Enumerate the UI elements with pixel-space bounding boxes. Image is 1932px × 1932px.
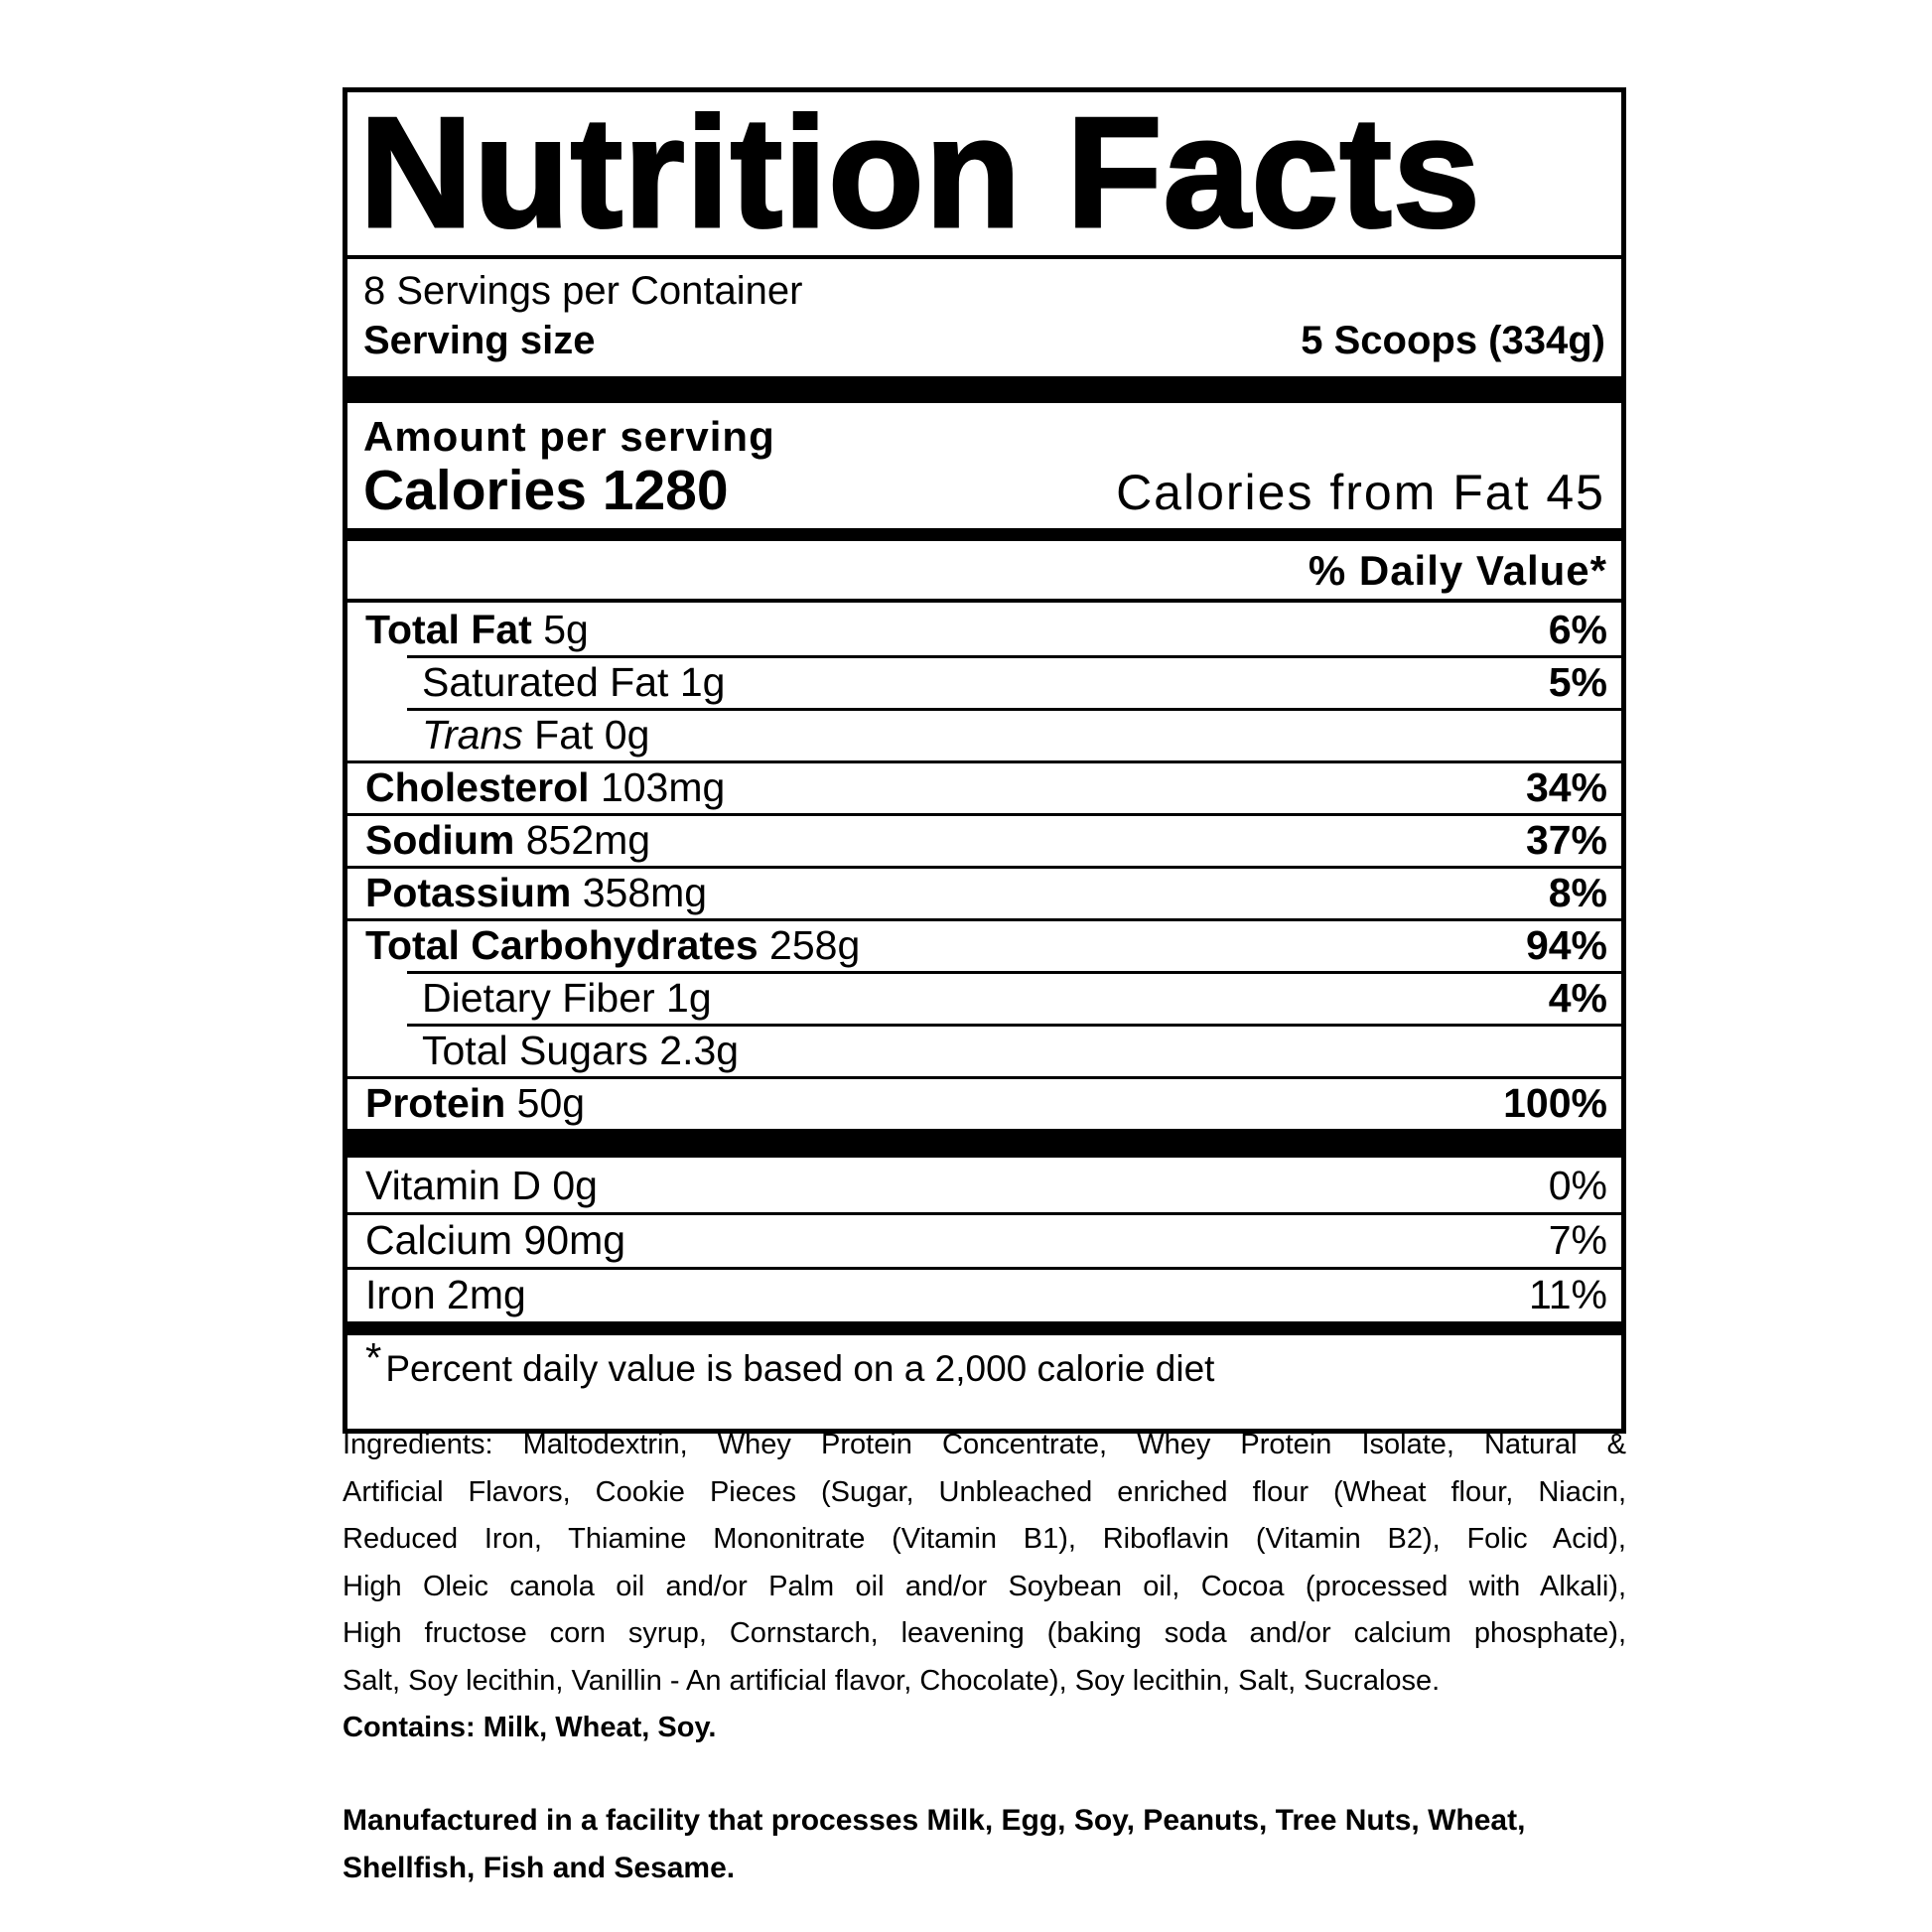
calories-section: Amount per serving Calories 1280 Calorie… xyxy=(347,403,1621,528)
allergen-line: Manufactured in a facility that processe… xyxy=(343,1803,1526,1837)
row-calcium: Calcium 90mg 7% xyxy=(347,1212,1621,1267)
serving-size-row: Serving size 5 Scoops (334g) xyxy=(363,315,1605,366)
row-total-fat: Total Fat 5g 6% xyxy=(365,606,1607,652)
serving-size-label: Serving size xyxy=(363,319,596,362)
servings-per-container: 8 Servings per Container xyxy=(363,269,803,313)
nutrition-facts-title: Nutrition Facts xyxy=(358,85,1482,260)
contains-statement: Contains: Milk, Wheat, Soy. xyxy=(343,1712,717,1743)
row-potassium: Potassium 358mg 8% xyxy=(347,866,1621,918)
row-dietary-fiber: Dietary Fiber 1g 4% xyxy=(347,971,1621,1024)
ingredients-section: Ingredients: Maltodextrin, Whey Protein … xyxy=(343,1422,1626,1892)
dv-sodium: 37% xyxy=(1525,816,1607,863)
row-cholesterol: Cholesterol 103mg 34% xyxy=(347,760,1621,813)
dv-cholesterol: 34% xyxy=(1525,763,1607,810)
footnote-text: Percent daily value is based on a 2,000 … xyxy=(385,1348,1215,1389)
thick-divider-bar xyxy=(347,1129,1621,1158)
ingredient-line: Artificial Flavors, Cookie Pieces (Sugar… xyxy=(343,1475,1626,1508)
calories-row: Calories 1280 Calories from Fat 45 xyxy=(363,461,1605,520)
row-vitamin-d: Vitamin D 0g 0% xyxy=(365,1162,1607,1208)
calories-from-fat: Calories from Fat 45 xyxy=(1116,465,1605,520)
medium-divider-bar xyxy=(347,528,1621,541)
row-total-carbohydrates: Total Carbohydrates 258g 94% xyxy=(347,918,1621,971)
row-saturated-fat: Saturated Fat 1g 5% xyxy=(347,655,1621,708)
daily-value-footnote: * Percent daily value is based on a 2,000… xyxy=(347,1335,1621,1429)
dv-total-carbohydrates: 94% xyxy=(1525,921,1607,968)
row-total-sugars: Total Sugars 2.3g xyxy=(347,1024,1621,1076)
ingredient-line: High Oleic canola oil and/or Palm oil an… xyxy=(343,1570,1626,1602)
dv-protein: 100% xyxy=(1503,1079,1607,1126)
dv-vitamin-d: 0% xyxy=(1548,1162,1607,1208)
thick-divider-bar xyxy=(347,376,1621,403)
dv-iron: 11% xyxy=(1528,1271,1607,1317)
medium-divider-bar xyxy=(347,1321,1621,1335)
ingredient-line: Reduced Iron, Thiamine Mononitrate (Vita… xyxy=(343,1523,1626,1555)
allergen-facility-statement: Manufactured in a facility that processe… xyxy=(343,1797,1626,1892)
dv-total-fat: 6% xyxy=(1548,606,1607,652)
dv-dietary-fiber: 4% xyxy=(1548,974,1607,1021)
dv-potassium: 8% xyxy=(1548,869,1607,915)
dv-calcium: 7% xyxy=(1548,1216,1607,1263)
nutrition-facts-panel: Nutrition Facts 8 Servings per Container… xyxy=(343,87,1626,1434)
ingredient-line: Salt, Soy lecithin, Vanillin - An artifi… xyxy=(343,1664,1441,1697)
row-iron: Iron 2mg 11% xyxy=(347,1267,1621,1321)
title-section: Nutrition Facts xyxy=(347,92,1621,259)
dv-saturated-fat: 5% xyxy=(1548,658,1607,705)
serving-size-value: 5 Scoops (334g) xyxy=(1301,319,1605,362)
amount-per-serving-label: Amount per serving xyxy=(363,413,775,460)
row-protein: Protein 50g 100% xyxy=(347,1076,1621,1129)
serving-section: 8 Servings per Container Serving size 5 … xyxy=(347,259,1621,376)
row-sodium: Sodium 852mg 37% xyxy=(347,813,1621,866)
ingredient-line: High fructose corn syrup, Cornstarch, le… xyxy=(343,1617,1626,1649)
daily-value-header: % Daily Value* xyxy=(347,541,1621,603)
ingredient-line: Ingredients: Maltodextrin, Whey Protein … xyxy=(343,1429,1626,1460)
row-trans-fat: Trans Fat 0g xyxy=(347,708,1621,760)
calories-value: Calories 1280 xyxy=(363,459,729,522)
allergen-line: Shellfish, Fish and Sesame. xyxy=(343,1851,736,1884)
footnote-asterisk: * xyxy=(365,1334,382,1381)
